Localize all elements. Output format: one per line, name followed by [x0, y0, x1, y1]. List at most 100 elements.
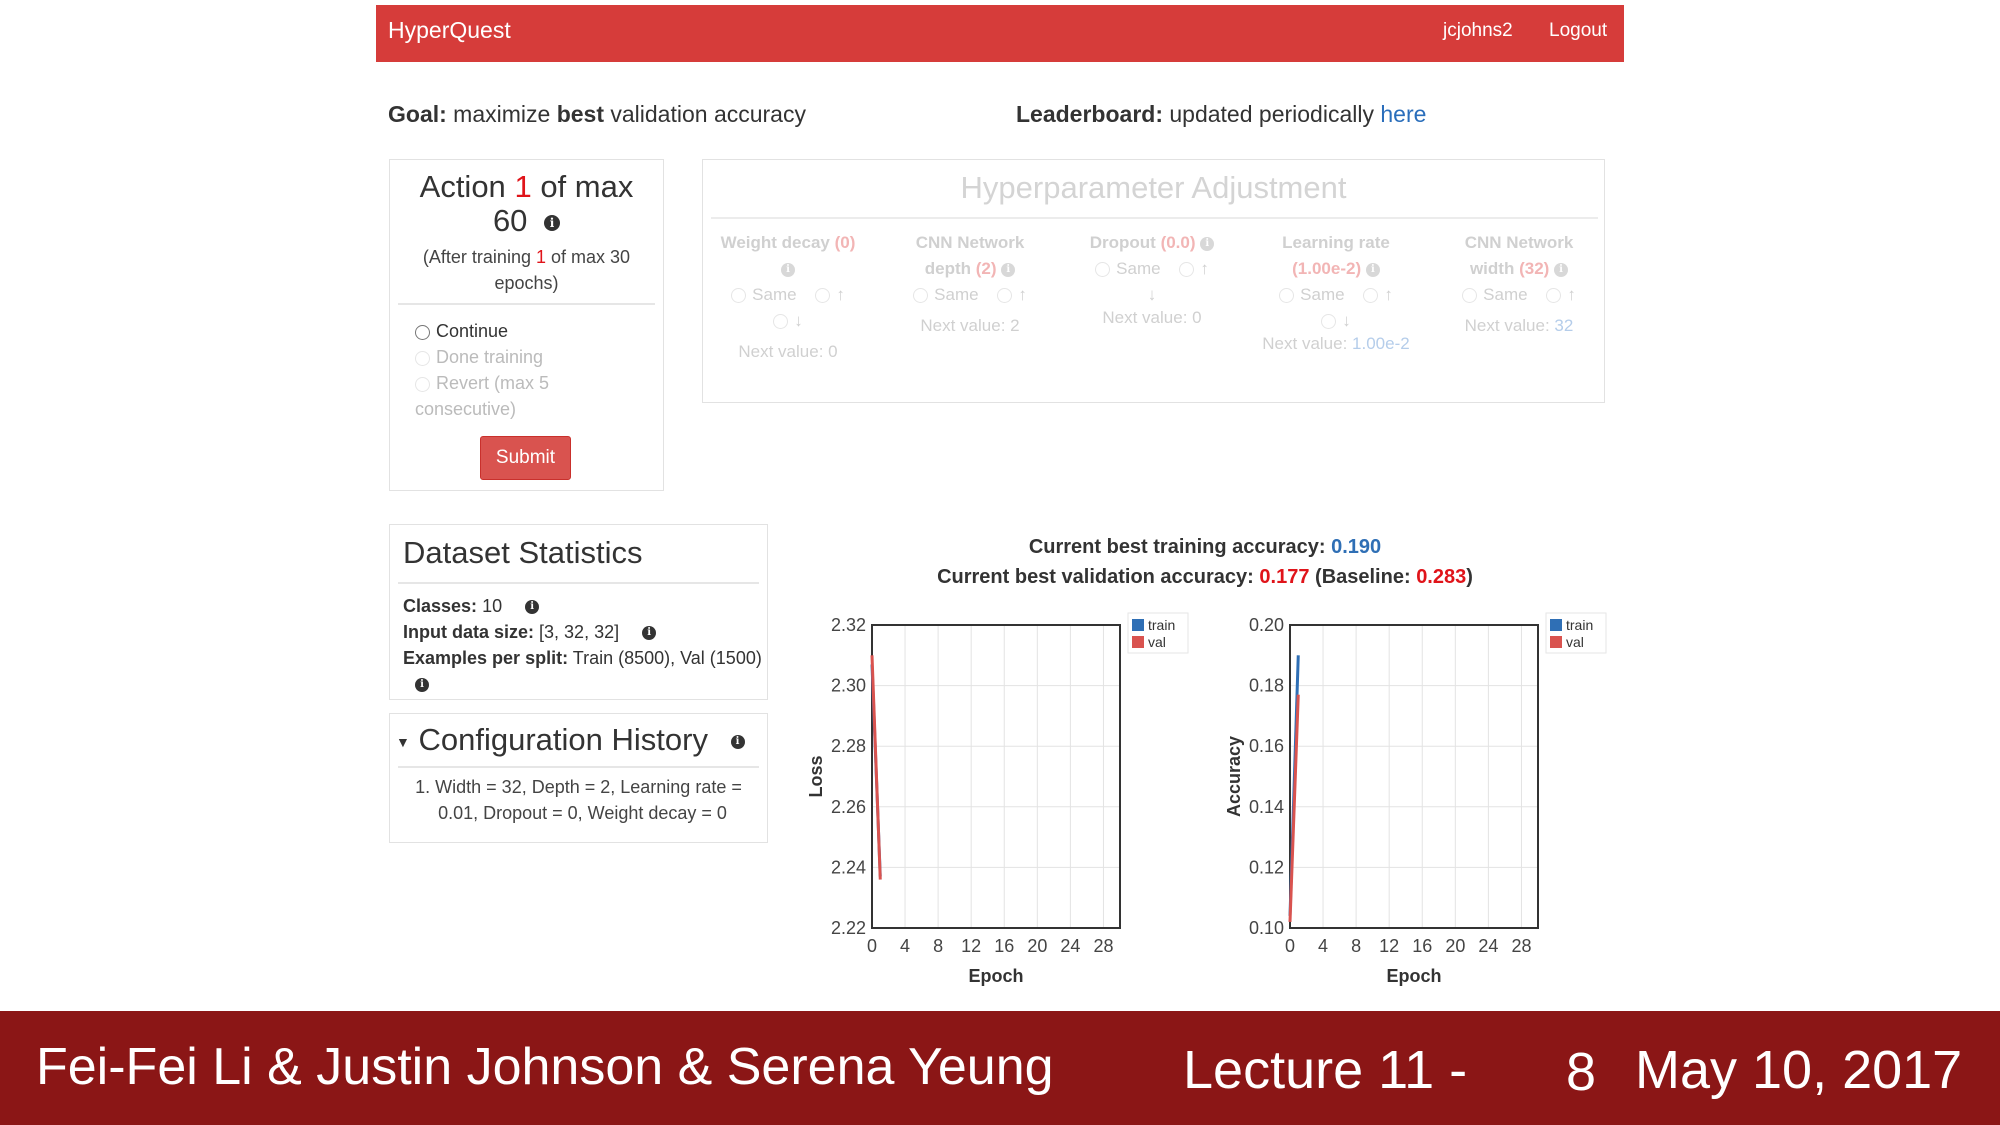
- user-link[interactable]: jcjohns2: [1443, 20, 1513, 41]
- stat-input-size: Input data size: [3, 32, 32] i: [403, 619, 763, 645]
- config-history-panel: ▼ Configuration History i 1. Width = 32,…: [389, 713, 768, 843]
- action-title: Action 1 of max 60 i: [390, 170, 663, 238]
- radio-same[interactable]: [913, 288, 929, 304]
- footer-page-number: 8: [1566, 1042, 1597, 1102]
- option-done-training[interactable]: Done training: [415, 344, 549, 370]
- arrow-down-icon: ↓: [1147, 285, 1157, 304]
- config-history-list: 1. Width = 32, Depth = 2, Learning rate …: [390, 774, 767, 826]
- loss-chart: 0 4 8 12 16 20 24 28 2.32 2.30 2.28 2.26 2.24 2.22 Epo…: [806, 612, 1189, 986]
- leaderboard-label: Leaderboard:: [1016, 101, 1163, 127]
- goal-text-post: validation accuracy: [610, 101, 806, 127]
- series-line-val: [870, 655, 882, 880]
- hyperparam-title: Hyperparameter Adjustment: [960, 170, 1347, 205]
- option-revert-cont: consecutive): [415, 399, 517, 419]
- x-tick-label: 12: [1379, 936, 1399, 956]
- list-item: 1. Width = 32, Depth = 2, Learning rate …: [415, 777, 742, 797]
- subtitle-number: 1: [535, 247, 546, 267]
- info-icon[interactable]: i: [642, 626, 657, 641]
- info-icon[interactable]: i: [1200, 236, 1215, 251]
- radio-same[interactable]: [1279, 288, 1295, 304]
- y-tick-label: 2.24: [831, 857, 866, 877]
- x-axis-label: Epoch: [968, 966, 1023, 986]
- radio-same[interactable]: [731, 288, 747, 304]
- y-tick-label: 0.16: [1249, 736, 1284, 756]
- x-tick-label: 24: [1060, 936, 1080, 956]
- legend-label-val: val: [1566, 634, 1584, 650]
- hp-cnn-depth: CNN Network depth (2) i Same ↑ Next valu…: [890, 230, 1050, 336]
- x-tick-label: 28: [1511, 936, 1531, 956]
- arrow-up-icon: ↑: [1384, 285, 1393, 304]
- action-max: 60: [492, 203, 528, 238]
- x-tick-label: 0: [1285, 936, 1295, 956]
- option-revert[interactable]: Revert (max 5: [415, 370, 549, 396]
- radio-down[interactable]: [773, 314, 789, 330]
- y-tick-label: 2.26: [831, 797, 866, 817]
- y-tick-label: 0.18: [1249, 676, 1284, 696]
- x-tick-label: 20: [1027, 936, 1047, 956]
- arrow-up-icon: ↑: [1018, 285, 1027, 304]
- subtitle-end: epochs): [494, 273, 559, 293]
- hp-dropout: Dropout (0.0) i Same ↑ ↓ Next value: 0: [1072, 230, 1232, 328]
- x-tick-label: 8: [933, 936, 943, 956]
- goal-line: Goal: maximize best validation accuracy: [388, 101, 806, 128]
- radio-up[interactable]: [1179, 262, 1195, 278]
- brand-link[interactable]: HyperQuest: [388, 17, 511, 43]
- radio-same[interactable]: [1095, 262, 1111, 278]
- info-icon[interactable]: i: [415, 678, 429, 693]
- action-options: Continue Done training Revert (max 5 con…: [415, 318, 549, 422]
- divider: [398, 766, 759, 768]
- plot-frame: [871, 624, 1121, 929]
- plot-frame: [1289, 624, 1539, 929]
- caret-down-icon: ▼: [396, 733, 410, 750]
- radio-up[interactable]: [1363, 288, 1379, 304]
- info-icon[interactable]: i: [1001, 262, 1016, 277]
- x-tick-label: 0: [867, 936, 877, 956]
- divider: [398, 582, 759, 584]
- radio-revert[interactable]: [415, 376, 430, 392]
- info-icon[interactable]: i: [544, 214, 561, 231]
- subtitle-pre: (After training: [422, 247, 531, 267]
- x-tick-label: 16: [994, 936, 1014, 956]
- submit-button[interactable]: Submit: [480, 436, 571, 480]
- radio-down[interactable]: [1321, 314, 1337, 330]
- hp-learning-rate: Learning rate (1.00e-2) i Same ↑ ↓ Next …: [1262, 233, 1410, 353]
- y-tick-label: 0.20: [1249, 615, 1284, 635]
- series-line-val: [1288, 694, 1300, 922]
- legend-swatch-val: [1132, 636, 1144, 648]
- config-history-header[interactable]: ▼ Configuration History i: [396, 722, 745, 758]
- arrow-up-icon: ↑: [1567, 285, 1576, 304]
- list-item: 0.01, Dropout = 0, Weight decay = 0: [438, 803, 727, 823]
- dataset-title: Dataset Statistics: [403, 535, 643, 570]
- info-icon[interactable]: i: [1365, 262, 1380, 277]
- info-icon[interactable]: i: [525, 600, 540, 615]
- y-axis-label: Accuracy: [1224, 736, 1244, 817]
- radio-up[interactable]: [997, 288, 1013, 304]
- radio-same[interactable]: [1462, 288, 1478, 304]
- y-tick-label: 0.14: [1249, 797, 1284, 817]
- hp-cnn-width: CNN Network width (32) i Same ↑ Next val…: [1440, 230, 1598, 336]
- y-tick-label: 0.12: [1249, 857, 1284, 877]
- logout-link[interactable]: Logout: [1549, 20, 1608, 41]
- hyperparam-panel: Hyperparameter Adjustment: [702, 159, 1605, 403]
- option-continue[interactable]: Continue: [415, 318, 549, 344]
- x-tick-label: 28: [1093, 936, 1113, 956]
- legend-swatch-train: [1550, 619, 1562, 631]
- val-accuracy-line: Current best validation accuracy: 0.177 …: [937, 566, 1473, 588]
- info-icon[interactable]: i: [730, 734, 745, 749]
- info-icon[interactable]: i: [1554, 262, 1569, 277]
- x-tick-label: 16: [1412, 936, 1432, 956]
- radio-up[interactable]: [815, 288, 831, 304]
- x-tick-label: 4: [900, 936, 910, 956]
- action-title-mid: of max: [540, 169, 634, 204]
- info-icon[interactable]: i: [781, 262, 795, 277]
- y-tick-label: 2.32: [831, 615, 866, 635]
- y-tick-label: 2.22: [831, 918, 866, 938]
- action-title-pre: Action: [419, 169, 506, 204]
- train-accuracy-line: Current best training accuracy: 0.190: [1028, 536, 1382, 558]
- goal-text-pre: maximize: [453, 101, 551, 127]
- y-tick-label: 2.30: [831, 676, 866, 696]
- radio-done-training[interactable]: [415, 350, 430, 366]
- radio-up[interactable]: [1546, 288, 1562, 304]
- leaderboard-link[interactable]: here: [1380, 101, 1427, 127]
- radio-continue[interactable]: [415, 324, 430, 340]
